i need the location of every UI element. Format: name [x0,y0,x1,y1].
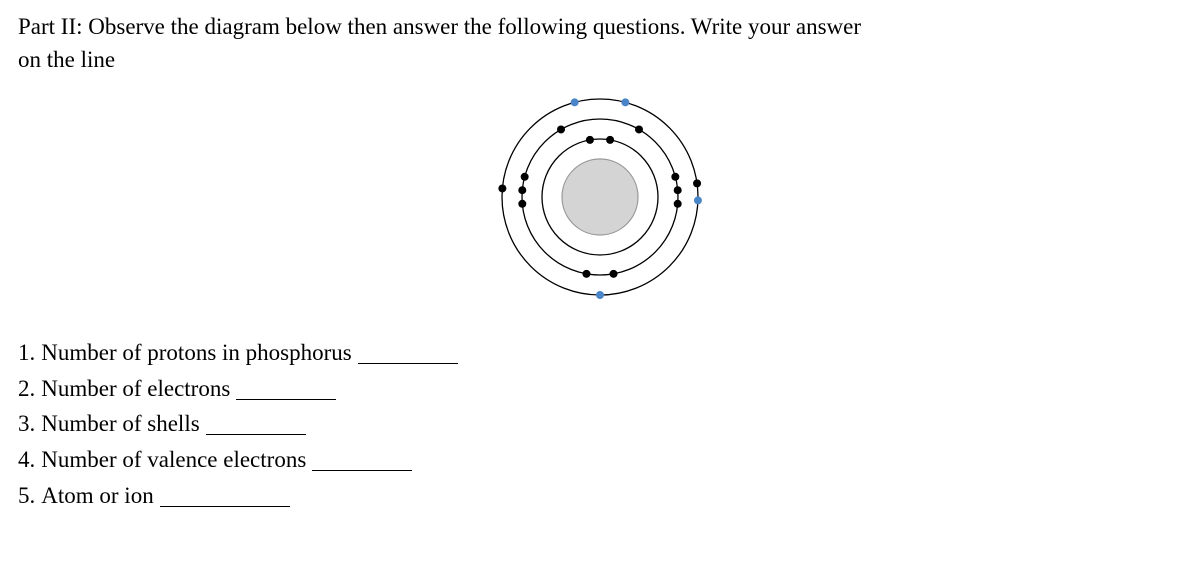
question-number: 2. [18,371,35,407]
atom-diagram-container [18,87,1182,307]
question-item: 1.Number of protons in phosphorus [18,335,1182,371]
answer-blank[interactable] [312,446,412,471]
question-item: 3.Number of shells [18,406,1182,442]
electron-dot [606,136,614,144]
electron-dot [498,184,506,192]
question-text: Number of electrons [41,371,230,407]
answer-blank[interactable] [160,482,290,507]
question-number: 4. [18,442,35,478]
electron-dot [518,199,526,207]
electron-dot [694,196,702,204]
electron-dot [671,172,679,180]
electron-dot [693,179,701,187]
question-text: Number of shells [41,406,199,442]
questions-list: 1.Number of protons in phosphorus2.Numbe… [18,335,1182,514]
electron-dot [521,172,529,180]
question-item: 2.Number of electrons [18,370,1182,406]
electron-dot [674,199,682,207]
electron-dot [596,291,604,299]
heading-line-2: on the line [18,47,115,72]
electron-dot [582,270,590,278]
question-number: 3. [18,406,35,442]
electron-dot [621,98,629,106]
question-number: 1. [18,335,35,371]
question-text: Atom or ion [41,478,153,514]
question-text: Number of protons in phosphorus [41,335,351,371]
section-heading: Part II: Observe the diagram below then … [18,10,1182,77]
atom-bohr-diagram [490,87,710,307]
electron-dot [557,125,565,133]
electron-dot [610,270,618,278]
answer-blank[interactable] [236,374,336,399]
electron-dot [635,125,643,133]
answer-blank[interactable] [206,410,306,435]
nucleus [562,159,638,235]
electron-dot [571,98,579,106]
question-text: Number of valence electrons [41,442,306,478]
question-item: 5.Atom or ion [18,478,1182,514]
question-number: 5. [18,478,35,514]
electron-dot [674,186,682,194]
question-item: 4.Number of valence electrons [18,442,1182,478]
electron-dot [518,186,526,194]
worksheet-page: Part II: Observe the diagram below then … [0,0,1200,514]
electron-dot [586,136,594,144]
answer-blank[interactable] [358,339,458,364]
heading-line-1: Part II: Observe the diagram below then … [18,14,861,39]
